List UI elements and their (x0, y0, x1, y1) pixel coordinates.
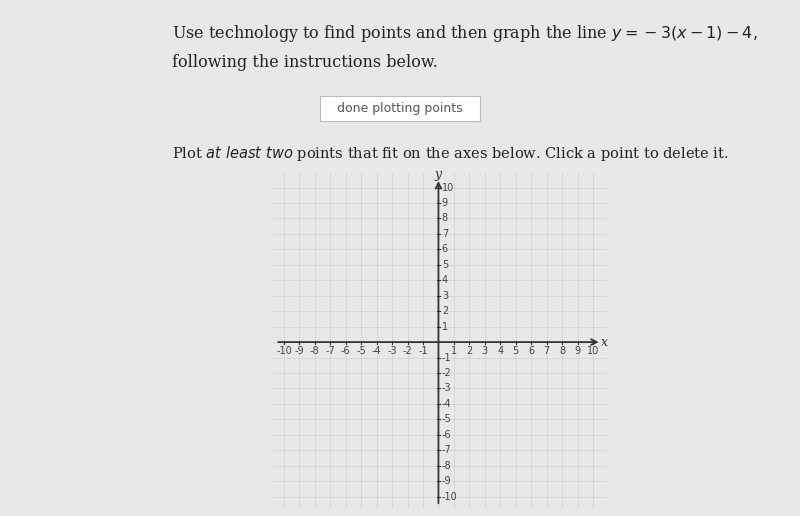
Text: -10: -10 (276, 346, 292, 357)
Text: Plot $\mathit{at\ least\ two}$ points that fit on the axes below. Click a point : Plot $\mathit{at\ least\ two}$ points th… (172, 144, 729, 164)
Text: -2: -2 (402, 346, 413, 357)
Text: -5: -5 (442, 414, 452, 424)
Text: 8: 8 (442, 214, 448, 223)
Text: following the instructions below.: following the instructions below. (172, 54, 438, 71)
Text: -7: -7 (442, 445, 452, 455)
Text: 6: 6 (442, 245, 448, 254)
Text: 10: 10 (442, 183, 454, 192)
Text: -6: -6 (442, 430, 451, 440)
Text: 2: 2 (442, 306, 448, 316)
Text: 6: 6 (528, 346, 534, 357)
Text: -8: -8 (310, 346, 320, 357)
Text: -3: -3 (442, 383, 451, 394)
Text: 4: 4 (498, 346, 503, 357)
Text: -4: -4 (372, 346, 382, 357)
Text: x: x (601, 335, 608, 349)
Text: -1: -1 (442, 352, 451, 363)
Text: -2: -2 (442, 368, 452, 378)
Text: -7: -7 (326, 346, 335, 357)
Text: 5: 5 (513, 346, 519, 357)
Text: -9: -9 (442, 476, 451, 486)
Text: Use technology to find points and then graph the line $y = -3(x-1) - 4,$: Use technology to find points and then g… (172, 23, 758, 44)
Text: -5: -5 (356, 346, 366, 357)
Text: -3: -3 (387, 346, 397, 357)
Text: y: y (435, 168, 442, 181)
Text: 10: 10 (587, 346, 599, 357)
Text: -8: -8 (442, 461, 451, 471)
Text: 7: 7 (442, 229, 448, 239)
Text: 5: 5 (442, 260, 448, 270)
Text: 1: 1 (442, 321, 448, 332)
Text: -6: -6 (341, 346, 350, 357)
Text: 8: 8 (559, 346, 565, 357)
Text: done plotting points: done plotting points (337, 102, 463, 116)
Text: -4: -4 (442, 399, 451, 409)
Text: 7: 7 (543, 346, 550, 357)
Text: 1: 1 (451, 346, 457, 357)
Text: -9: -9 (294, 346, 304, 357)
Text: 9: 9 (574, 346, 581, 357)
Text: 3: 3 (482, 346, 488, 357)
Text: 3: 3 (442, 291, 448, 301)
Text: 9: 9 (442, 198, 448, 208)
Text: 2: 2 (466, 346, 473, 357)
Text: -10: -10 (442, 492, 458, 502)
Text: -1: -1 (418, 346, 428, 357)
Text: 4: 4 (442, 275, 448, 285)
